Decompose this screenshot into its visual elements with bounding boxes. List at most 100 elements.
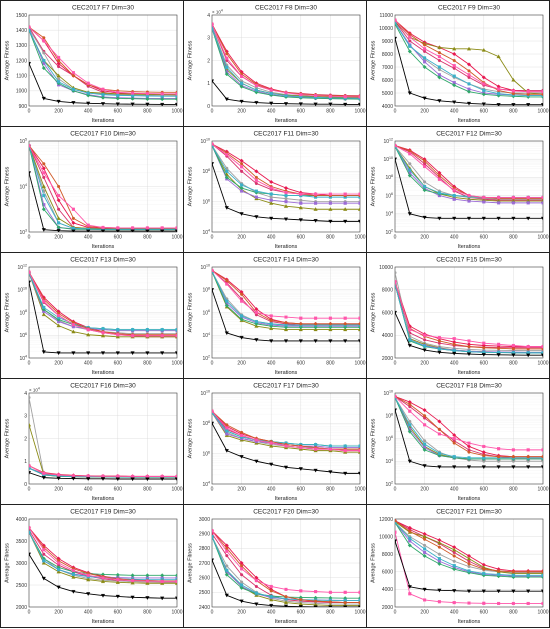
data-point — [254, 181, 258, 186]
x-axis-label: Iterations — [458, 496, 481, 502]
y-axis-label: Average Fitness — [371, 292, 377, 332]
data-point — [422, 188, 427, 193]
x-tick-label: 400 — [84, 361, 93, 367]
data-point — [145, 596, 150, 600]
series-group — [29, 396, 177, 482]
y-tick-label: 1010 — [17, 286, 27, 293]
data-point — [41, 66, 46, 71]
data-point — [100, 102, 106, 106]
data-point — [71, 572, 75, 576]
series-line — [212, 271, 360, 328]
chart-svg: CEC2017 F17 Dim=30 104 106 108 1010 0 200 400 60… — [188, 383, 366, 503]
data-point — [511, 216, 516, 221]
y-tick-label: 5000 — [382, 91, 393, 97]
data-point — [358, 601, 360, 605]
x-tick-label: 1000 — [354, 487, 365, 493]
data-point — [224, 206, 229, 210]
x-tick-label: 1000 — [354, 235, 365, 241]
data-point — [452, 436, 456, 441]
data-point — [407, 429, 412, 434]
data-point — [511, 465, 516, 470]
data-point — [358, 449, 360, 453]
y-tick-label: 10000 — [379, 265, 393, 271]
series-line — [212, 530, 360, 604]
data-point — [101, 93, 105, 97]
data-point — [29, 464, 31, 468]
x-tick-label: 800 — [509, 109, 518, 115]
data-point — [115, 351, 120, 356]
series-line — [212, 23, 360, 97]
y-tick-label: 10000 — [379, 26, 393, 32]
data-point — [422, 408, 427, 413]
y-axis-label: Average Fitness — [371, 166, 377, 206]
x-tick-label: 1000 — [537, 361, 548, 367]
y-axis-label: Average Fitness — [5, 292, 11, 332]
data-point — [86, 93, 91, 98]
data-point — [269, 318, 273, 323]
data-point — [225, 56, 229, 60]
x-tick-label: 200 — [420, 235, 429, 241]
x-tick-label: 1000 — [354, 610, 365, 616]
data-point — [269, 201, 274, 205]
data-point — [467, 75, 471, 79]
data-point — [42, 194, 46, 198]
x-tick-label: 600 — [114, 109, 123, 115]
x-tick-label: 1000 — [537, 610, 548, 616]
plot-area — [28, 14, 178, 107]
data-point — [101, 327, 105, 331]
data-point — [343, 471, 348, 476]
series-line — [29, 272, 177, 335]
data-point — [41, 576, 46, 581]
data-point — [57, 80, 61, 84]
data-point — [42, 299, 46, 303]
chart-panel: CEC2017 F13 Dim=30 104 106 108 1010 1012 0 200 4… — [0, 252, 184, 379]
x-tick-label: 200 — [420, 487, 429, 493]
data-point — [240, 580, 244, 584]
chart-svg: CEC2017 F18 Dim=30 102 104 106 108 1010 0 200 40… — [371, 383, 549, 503]
data-point — [86, 332, 91, 337]
data-point — [29, 280, 32, 285]
data-point — [225, 426, 229, 430]
data-point — [343, 339, 348, 344]
data-point — [283, 465, 289, 470]
data-point — [422, 64, 427, 70]
data-point — [466, 216, 472, 221]
data-point — [467, 450, 471, 454]
chart-svg: CEC2017 F12 Dim=30 102 104 106 108 1010 1012 0 2… — [371, 131, 549, 251]
y-tick-label: 2000 — [382, 605, 393, 611]
data-point — [437, 545, 441, 549]
data-point — [160, 579, 164, 584]
data-point — [269, 192, 273, 196]
data-point — [283, 604, 289, 607]
data-point — [423, 56, 427, 60]
data-point — [452, 197, 456, 201]
data-point — [466, 89, 472, 94]
x-tick-label: 1000 — [171, 109, 182, 115]
data-point — [269, 314, 273, 318]
data-point — [71, 226, 75, 230]
data-point — [56, 73, 61, 78]
y-tick-label: 106 — [202, 450, 210, 457]
chart-panel: CEC2017 F17 Dim=30 104 106 108 1010 0 200 400 60… — [183, 378, 367, 505]
data-point — [116, 328, 120, 332]
axis-multiplier: × 104 — [212, 9, 223, 15]
data-point — [408, 338, 412, 342]
data-point — [467, 69, 471, 73]
data-point — [343, 207, 348, 211]
x-tick-label: 0 — [28, 610, 31, 616]
series-line — [29, 29, 177, 96]
data-point — [160, 102, 165, 106]
x-tick-label: 0 — [211, 235, 214, 241]
data-point — [174, 102, 177, 106]
data-point — [56, 216, 61, 220]
data-point — [497, 201, 501, 205]
data-point — [467, 194, 471, 198]
x-tick-label: 400 — [267, 235, 276, 241]
data-point — [497, 455, 501, 459]
data-point — [101, 87, 105, 91]
data-point — [41, 207, 46, 212]
data-point — [541, 601, 543, 606]
data-point — [283, 204, 289, 208]
data-point — [358, 192, 360, 196]
series-line — [29, 26, 177, 97]
